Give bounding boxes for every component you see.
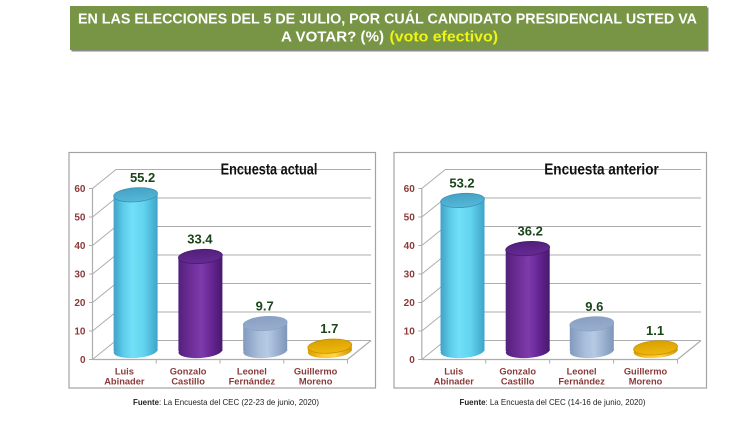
svg-text:Abinader: Abinader: [434, 377, 475, 387]
svg-text:Fernández: Fernández: [229, 377, 276, 387]
svg-text:(voto efectivo): (voto efectivo): [390, 29, 499, 45]
svg-text:53.2: 53.2: [449, 175, 474, 190]
svg-text:Moreno: Moreno: [299, 377, 333, 387]
svg-text:0: 0: [80, 355, 86, 366]
svg-text:Moreno: Moreno: [629, 377, 663, 387]
svg-text:Luis: Luis: [115, 367, 134, 377]
svg-text:Abinader: Abinader: [104, 377, 145, 387]
svg-text:9.6: 9.6: [585, 299, 603, 314]
svg-text:50: 50: [74, 213, 86, 224]
svg-text:10: 10: [74, 327, 86, 338]
svg-text:20: 20: [74, 298, 86, 309]
svg-text:Guillermo: Guillermo: [624, 367, 668, 377]
svg-text:EN LAS ELECCIONES DEL 5 DE JUL: EN LAS ELECCIONES DEL 5 DE JULIO, POR CU…: [78, 10, 697, 27]
svg-text:Guillermo: Guillermo: [294, 367, 338, 377]
svg-text:55.2: 55.2: [130, 170, 155, 185]
svg-text:Leonel: Leonel: [237, 367, 267, 377]
svg-text:1.7: 1.7: [320, 321, 338, 336]
svg-text:Castillo: Castillo: [171, 377, 205, 387]
svg-text:30: 30: [404, 270, 416, 281]
svg-text:30: 30: [74, 270, 86, 281]
svg-text:Encuesta actual: Encuesta actual: [221, 162, 318, 179]
svg-text:A VOTAR? (%): A VOTAR? (%): [281, 29, 384, 45]
svg-text:Fernández: Fernández: [558, 377, 605, 387]
svg-text:20: 20: [404, 298, 416, 309]
svg-text:Gonzalo: Gonzalo: [499, 367, 536, 377]
svg-text:33.4: 33.4: [187, 231, 213, 246]
svg-text:60: 60: [404, 184, 416, 195]
svg-text:36.2: 36.2: [518, 224, 543, 239]
svg-text:50: 50: [404, 213, 416, 224]
svg-text:1.1: 1.1: [646, 323, 664, 338]
svg-text:Encuesta anterior: Encuesta anterior: [544, 162, 659, 179]
svg-text:9.7: 9.7: [256, 299, 274, 314]
svg-text:40: 40: [74, 241, 86, 252]
svg-text:Castillo: Castillo: [501, 377, 535, 387]
svg-text:Luis: Luis: [444, 367, 463, 377]
svg-text:0: 0: [409, 355, 415, 366]
svg-text:Leonel: Leonel: [567, 367, 597, 377]
svg-text:60: 60: [74, 184, 86, 195]
svg-text:Gonzalo: Gonzalo: [170, 367, 207, 377]
svg-text:40: 40: [404, 241, 416, 252]
svg-text:10: 10: [404, 327, 416, 338]
svg-text:Fuente: La Encuesta del CEC (2: Fuente: La Encuesta del CEC (22-23 de ju…: [133, 397, 319, 407]
svg-text:Fuente: La Encuesta del CEC (1: Fuente: La Encuesta del CEC (14-16 de ju…: [460, 397, 646, 407]
